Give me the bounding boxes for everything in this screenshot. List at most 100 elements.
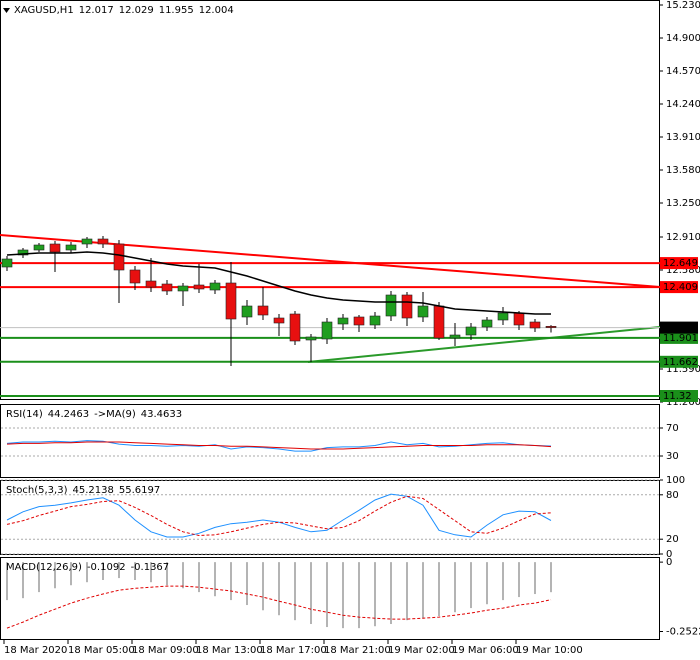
candle-body (321, 321, 333, 340)
candle-body (481, 319, 493, 328)
y-tick-label: 13.910 (666, 132, 700, 143)
level-box (660, 331, 698, 344)
level-label: 12.649 (663, 258, 698, 269)
candle-body (513, 312, 525, 326)
header-text: 12.004 (199, 5, 234, 16)
candle-body (353, 316, 365, 326)
trend-line (0, 234, 661, 288)
y-tick-label: 70 (666, 423, 679, 434)
candle-body (145, 280, 157, 288)
header-text: 45.2138 (72, 485, 113, 496)
candle-body (289, 313, 301, 342)
panel-frame (0, 557, 660, 640)
y-tick-label: 11.590 (666, 364, 700, 375)
level-box (660, 257, 698, 270)
header-text: 43.4633 (141, 409, 182, 420)
candle-body (65, 244, 77, 251)
y-tick-label: 13.250 (666, 198, 700, 209)
menu-triangle[interactable] (3, 8, 10, 13)
candle-body (209, 282, 221, 291)
y-tick-label: 12.910 (666, 232, 700, 243)
candle-body (449, 334, 461, 339)
header-text: Stoch(5,3,3) (6, 485, 68, 496)
level-label: 11.662 (663, 357, 698, 368)
candle-body (81, 238, 93, 245)
price-box (660, 321, 698, 334)
panel-frame (0, 0, 660, 400)
level-box (660, 355, 698, 368)
header-text: 11.955 (159, 5, 194, 16)
y-tick-label: 15.230 (666, 0, 700, 11)
header-text: -0.1092 (87, 562, 126, 573)
candle-body (49, 243, 61, 253)
y-tick-label: 0 (666, 549, 672, 560)
y-tick-label: -0.2522 (666, 627, 700, 638)
candle-body (401, 294, 413, 319)
y-tick-label: 14.570 (666, 66, 700, 77)
candle-body (385, 294, 397, 317)
header-text: -0.1367 (131, 562, 170, 573)
moving-average (6, 251, 551, 315)
candle-body (497, 312, 509, 321)
panel-frame (0, 404, 660, 478)
indicator-line (6, 493, 552, 538)
candle-body (129, 269, 141, 284)
candle-body (529, 321, 541, 329)
candle-body (337, 317, 349, 325)
candle-body (305, 336, 317, 341)
header-text: 12.029 (119, 5, 154, 16)
candle-body (433, 305, 445, 339)
y-tick-label: 12.580 (666, 265, 700, 276)
candle-body (465, 326, 477, 336)
indicator-line (6, 495, 552, 537)
x-tick-label: 18 Mar 05:00 (68, 645, 135, 656)
x-tick-label: 18 Mar 21:00 (324, 645, 391, 656)
x-tick-label: 19 Mar 06:00 (452, 645, 519, 656)
candle-body (241, 305, 253, 318)
y-tick-label: 80 (666, 490, 679, 501)
x-tick-label: 18 Mar 2020 (4, 645, 67, 656)
candle-body (17, 249, 29, 256)
header-text: 12.017 (79, 5, 114, 16)
header-text: 55.6197 (119, 485, 160, 496)
level-label: 12.409 (663, 282, 698, 293)
y-tick-label: 11.260 (666, 397, 700, 408)
y-tick-label: 30 (666, 451, 679, 462)
x-tick-label: 18 Mar 13:00 (196, 645, 263, 656)
candle-body (273, 317, 285, 324)
candle-body (177, 285, 189, 292)
candle-body (193, 284, 205, 290)
candle-body (1, 258, 13, 268)
indicator-line (6, 585, 552, 629)
y-tick-label: 14.900 (666, 33, 700, 44)
y-tick-label: 13.580 (666, 165, 700, 176)
candle-body (33, 244, 45, 251)
level-box (660, 390, 698, 402)
level-box (660, 281, 698, 294)
indicator-line (6, 441, 552, 450)
candle-body (369, 315, 381, 326)
price-label: 12.004 (663, 323, 698, 334)
header-text: 44.2463 (48, 409, 89, 420)
y-tick-label: 0 (666, 557, 672, 568)
y-tick-label: 14.240 (666, 99, 700, 110)
header-text: RSI(14) (6, 409, 43, 420)
trend-line (307, 326, 661, 363)
header-text: MACD(12,26,9) (6, 562, 82, 573)
header-text: XAGUSD,H1 (14, 5, 74, 16)
x-tick-label: 19 Mar 10:00 (516, 645, 583, 656)
y-tick-label: 20 (666, 534, 679, 545)
x-tick-label: 18 Mar 09:00 (132, 645, 199, 656)
candle-body (225, 282, 237, 320)
header-text: ->MA(9) (94, 409, 136, 420)
x-tick-label: 19 Mar 02:00 (388, 645, 455, 656)
candle-body (257, 305, 269, 316)
candle-body (545, 325, 557, 328)
level-label: 11.32 (663, 391, 692, 402)
y-tick-label: 100 (666, 475, 685, 486)
x-tick-label: 18 Mar 17:00 (260, 645, 327, 656)
level-label: 11.901 (663, 333, 698, 344)
